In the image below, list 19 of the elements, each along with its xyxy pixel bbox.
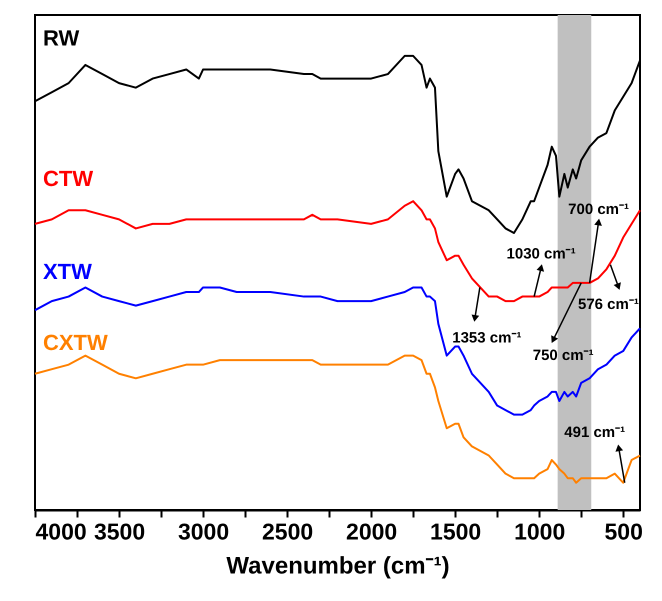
x-tick-label: 500: [604, 518, 643, 544]
series-label: CXTW: [43, 330, 108, 355]
x-tick-label: 2000: [346, 518, 398, 544]
x-tick-label: 1000: [514, 518, 566, 544]
x-tick-label: 1500: [430, 518, 482, 544]
annotation: 1353 cm⁻¹: [452, 329, 522, 346]
x-tick-label: 3500: [94, 518, 146, 544]
x-axis-title: Wavenumber (cm⁻¹): [226, 552, 450, 580]
annotation: 1030 cm⁻¹: [506, 246, 576, 263]
series-label: RW: [43, 25, 80, 50]
annotation: 700 cm⁻¹: [568, 200, 630, 218]
series-label: XTW: [43, 259, 92, 284]
annotation: 750 cm⁻¹: [532, 346, 594, 364]
series-label: CTW: [43, 166, 94, 191]
x-tick-label: 4000: [36, 518, 87, 544]
x-tick-label: 2500: [262, 518, 314, 544]
annotation: 491 cm⁻¹: [564, 424, 626, 441]
x-tick-label: 3000: [178, 518, 230, 544]
annotation: 576 cm⁻¹: [578, 296, 639, 313]
